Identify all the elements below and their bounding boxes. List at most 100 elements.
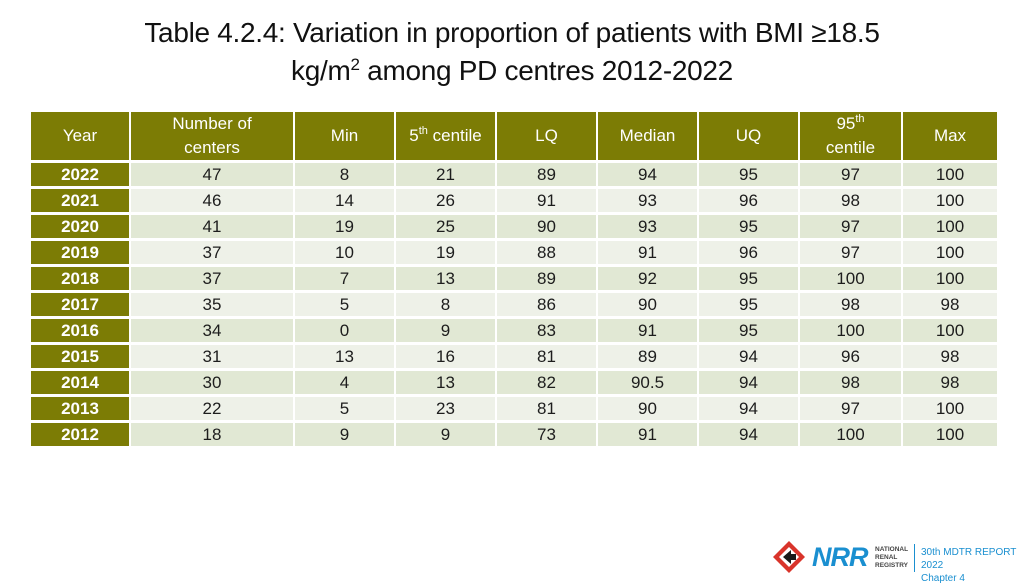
- header-5th-superscript: th: [418, 125, 428, 137]
- table-row: 2013 22 5 23 81 90 94 97 100: [31, 397, 997, 420]
- cell-min: 19: [295, 215, 394, 238]
- cell-year: 2012: [31, 423, 129, 446]
- bmi-variation-table: Year Number of centers Min 5th centile L…: [29, 109, 999, 449]
- table-row: 2016 34 0 9 83 91 95 100 100: [31, 319, 997, 342]
- table-row: 2018 37 7 13 89 92 95 100 100: [31, 267, 997, 290]
- cell-min: 4: [295, 371, 394, 394]
- logo-brand: NRR: [812, 542, 868, 572]
- cell-median: 93: [598, 215, 697, 238]
- header-median: Median: [598, 112, 697, 160]
- cell-median: 91: [598, 319, 697, 342]
- logo-divider: [914, 544, 915, 572]
- nrr-logo: NRR NATIONAL RENAL REGISTRY 30th MDTR RE…: [772, 540, 1017, 584]
- cell-min: 9: [295, 423, 394, 446]
- cell-median: 93: [598, 189, 697, 212]
- cell-p5: 23: [396, 397, 495, 420]
- table-row: 2019 37 10 19 88 91 96 97 100: [31, 241, 997, 264]
- cell-lq: 88: [497, 241, 596, 264]
- cell-median: 92: [598, 267, 697, 290]
- cell-p95: 98: [800, 371, 901, 394]
- cell-min: 0: [295, 319, 394, 342]
- cell-max: 100: [903, 319, 997, 342]
- cell-p5: 13: [396, 371, 495, 394]
- header-5th-number: 5: [409, 126, 419, 145]
- cell-centers: 34: [131, 319, 293, 342]
- header-95th-number: 95: [836, 114, 856, 133]
- report-label: 30th MDTR REPORT 2022 Chapter 4: [921, 546, 1017, 585]
- cell-lq: 91: [497, 189, 596, 212]
- cell-median: 89: [598, 345, 697, 368]
- header-max: Max: [903, 112, 997, 160]
- cell-uq: 94: [699, 371, 798, 394]
- cell-p95: 98: [800, 293, 901, 316]
- header-95th-label: centile: [825, 138, 876, 157]
- table-row: 2020 41 19 25 90 93 95 97 100: [31, 215, 997, 238]
- cell-year: 2019: [31, 241, 129, 264]
- cell-lq: 82: [497, 371, 596, 394]
- cell-min: 5: [295, 397, 394, 420]
- table-row: 2014 30 4 13 82 90.5 94 98 98: [31, 371, 997, 394]
- cell-median: 94: [598, 163, 697, 186]
- cell-p95: 97: [800, 215, 901, 238]
- table-row: 2021 46 14 26 91 93 96 98 100: [31, 189, 997, 212]
- cell-max: 100: [903, 241, 997, 264]
- cell-p95: 96: [800, 345, 901, 368]
- header-95th-centile: 95th centile: [800, 112, 901, 160]
- cell-centers: 37: [131, 267, 293, 290]
- cell-centers: 41: [131, 215, 293, 238]
- cell-lq: 89: [497, 267, 596, 290]
- cell-min: 14: [295, 189, 394, 212]
- cell-p95: 98: [800, 189, 901, 212]
- cell-uq: 96: [699, 241, 798, 264]
- cell-uq: 95: [699, 215, 798, 238]
- header-centers-line-1: Number of: [172, 114, 252, 133]
- cell-uq: 94: [699, 423, 798, 446]
- cell-year: 2022: [31, 163, 129, 186]
- cell-lq: 90: [497, 215, 596, 238]
- logo-registry-name: NATIONAL RENAL REGISTRY: [875, 546, 908, 570]
- cell-min: 5: [295, 293, 394, 316]
- registry-arrow-icon: [773, 541, 805, 573]
- cell-year: 2021: [31, 189, 129, 212]
- cell-p95: 97: [800, 241, 901, 264]
- header-5th-label: centile: [427, 126, 482, 145]
- cell-centers: 46: [131, 189, 293, 212]
- logo-registry-line-1: NATIONAL: [875, 546, 909, 553]
- cell-max: 98: [903, 371, 997, 394]
- title-line-2: kg/m2 among PD centres 2012-2022: [0, 52, 1024, 90]
- cell-centers: 37: [131, 241, 293, 264]
- cell-centers: 18: [131, 423, 293, 446]
- cell-p5: 8: [396, 293, 495, 316]
- cell-max: 100: [903, 189, 997, 212]
- report-chapter: Chapter 4: [921, 573, 965, 584]
- cell-year: 2015: [31, 345, 129, 368]
- title-unit: kg/m: [291, 55, 351, 86]
- header-number-of-centers: Number of centers: [131, 112, 293, 160]
- cell-uq: 95: [699, 267, 798, 290]
- cell-min: 13: [295, 345, 394, 368]
- cell-max: 100: [903, 163, 997, 186]
- cell-p5: 16: [396, 345, 495, 368]
- cell-lq: 73: [497, 423, 596, 446]
- cell-min: 10: [295, 241, 394, 264]
- cell-year: 2017: [31, 293, 129, 316]
- header-uq: UQ: [699, 112, 798, 160]
- table-row: 2022 47 8 21 89 94 95 97 100: [31, 163, 997, 186]
- cell-lq: 86: [497, 293, 596, 316]
- cell-p5: 9: [396, 319, 495, 342]
- cell-uq: 94: [699, 345, 798, 368]
- cell-p5: 26: [396, 189, 495, 212]
- header-centers-line-2: centers: [184, 138, 240, 157]
- cell-uq: 95: [699, 319, 798, 342]
- cell-p5: 9: [396, 423, 495, 446]
- header-lq: LQ: [497, 112, 596, 160]
- cell-uq: 95: [699, 293, 798, 316]
- cell-median: 91: [598, 423, 697, 446]
- cell-year: 2013: [31, 397, 129, 420]
- cell-p95: 97: [800, 397, 901, 420]
- cell-p5: 13: [396, 267, 495, 290]
- logo-registry-line-3: REGISTRY: [875, 562, 908, 569]
- cell-year: 2020: [31, 215, 129, 238]
- cell-year: 2014: [31, 371, 129, 394]
- cell-centers: 35: [131, 293, 293, 316]
